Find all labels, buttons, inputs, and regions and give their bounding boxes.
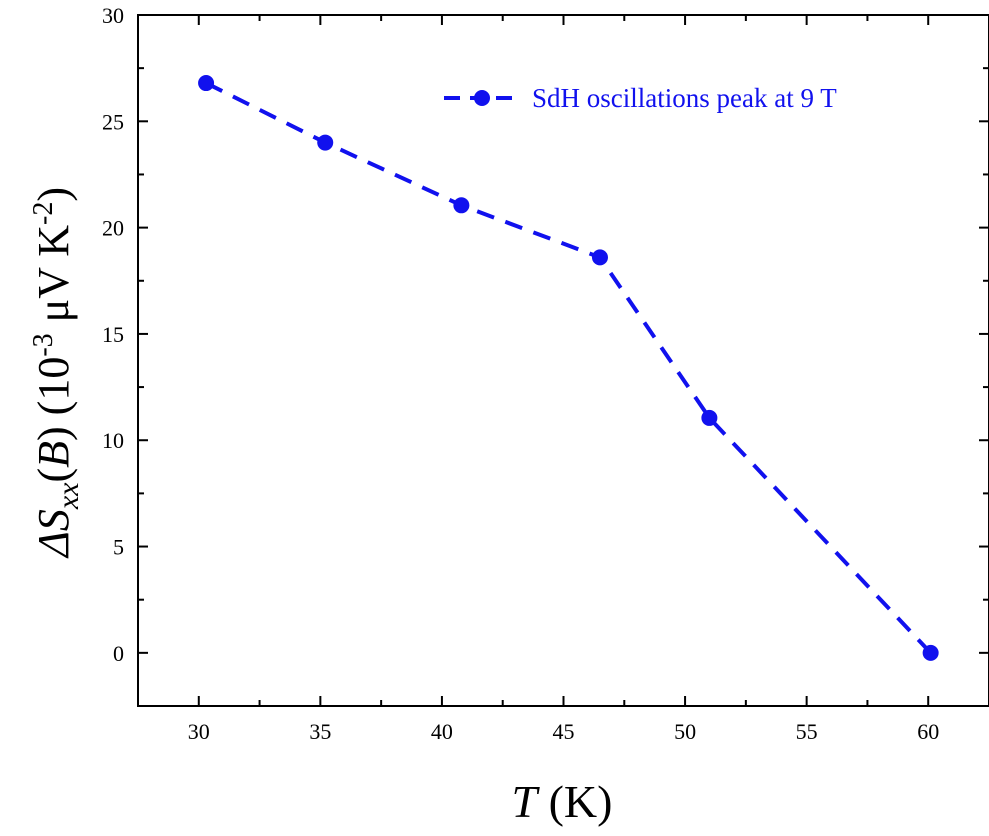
y-tick-label: 5 xyxy=(113,535,124,560)
x-tick-label: 35 xyxy=(309,719,331,744)
x-tick-label: 50 xyxy=(674,719,696,744)
x-tick-label: 30 xyxy=(188,719,210,744)
x-axis-title: T (K) xyxy=(512,776,613,827)
series-line xyxy=(205,81,933,655)
ticks xyxy=(137,14,989,707)
x-tick-label: 60 xyxy=(917,719,939,744)
legend-marker xyxy=(474,90,490,106)
y-tick-label: 25 xyxy=(102,109,124,134)
data-point xyxy=(701,409,718,426)
y-tick-label: 15 xyxy=(102,322,124,347)
data-point xyxy=(922,644,939,661)
legend-label: SdH oscillations peak at 9 T xyxy=(532,83,837,113)
x-tick-label: 55 xyxy=(796,719,818,744)
data-point xyxy=(198,75,215,92)
y-tick-label: 10 xyxy=(102,428,124,453)
y-tick-label: 30 xyxy=(102,3,124,28)
y-tick-label: 0 xyxy=(113,641,124,666)
data-point xyxy=(453,197,470,214)
data-point xyxy=(591,249,608,266)
tick-labels: 30 35 40 45 50 55 60 0 5 10 15 20 25 30 xyxy=(102,3,939,744)
x-tick-label: 45 xyxy=(553,719,575,744)
series-layer xyxy=(198,75,939,661)
x-tick-label: 40 xyxy=(431,719,453,744)
data-point xyxy=(317,134,334,151)
y-axis-title: ΔSxx(B) (10-3 μV K-2) xyxy=(28,187,85,559)
y-tick-label: 20 xyxy=(102,216,124,241)
plot-frame xyxy=(137,14,989,707)
legend: SdH oscillations peak at 9 T xyxy=(444,83,837,113)
